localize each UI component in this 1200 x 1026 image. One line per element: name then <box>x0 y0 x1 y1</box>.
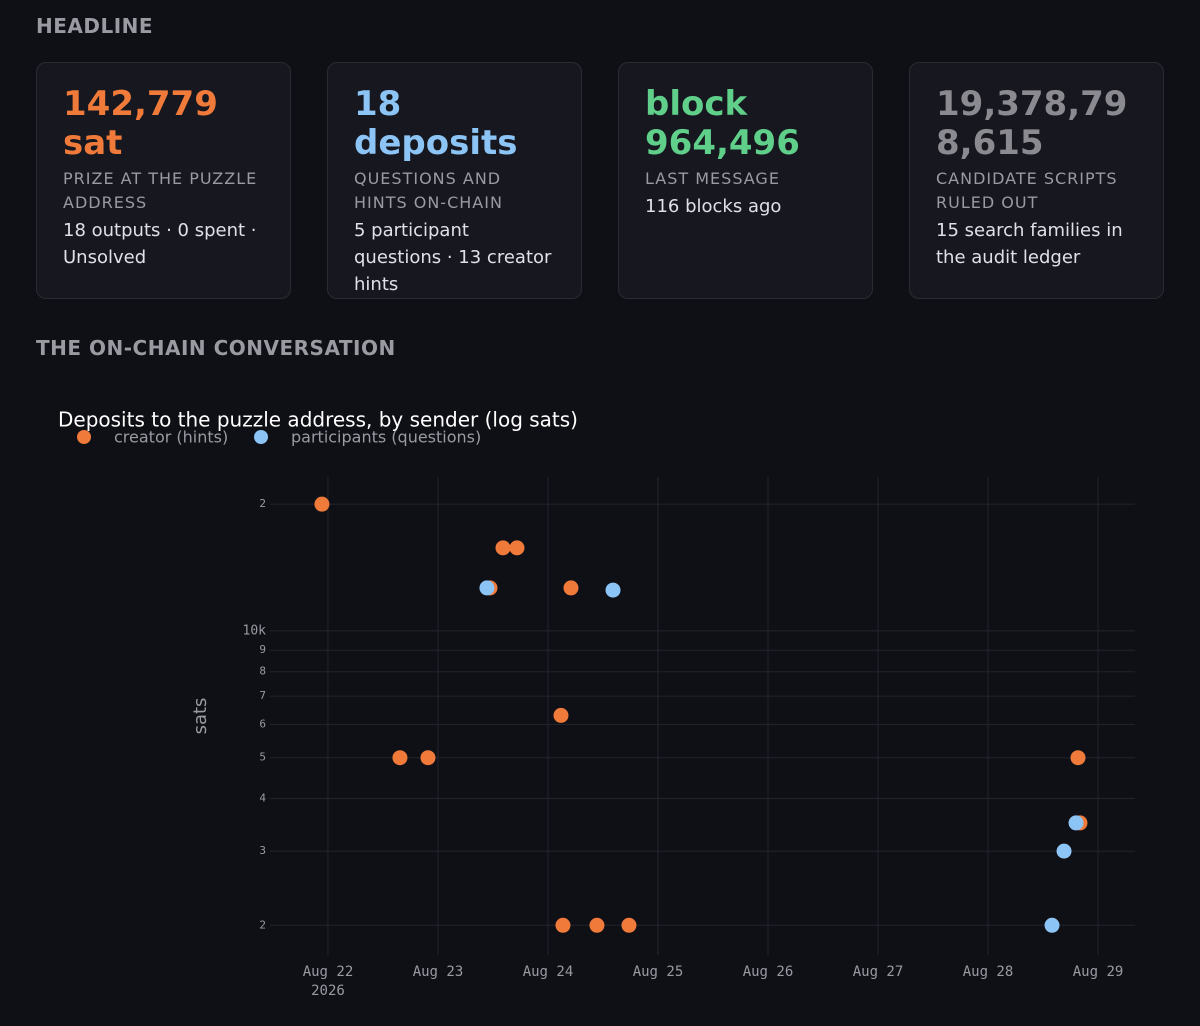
chart-title: Deposits to the puzzle address, by sende… <box>58 408 578 432</box>
y-tick-label: 10k <box>243 623 267 638</box>
y-tick-label: 6 <box>259 717 266 730</box>
data-point <box>1068 815 1084 831</box>
x-tick-label: Aug 28 <box>963 964 1014 980</box>
chart: Deposits to the puzzle address, by sende… <box>58 408 1135 999</box>
section-heading: HEADLINE <box>36 14 154 38</box>
stat-detail: 116 blocks ago <box>645 196 782 217</box>
legend-marker <box>77 430 91 444</box>
stat-value: block 964,496 <box>645 84 800 163</box>
stat-detail: 15 search families in the audit ledger <box>936 220 1123 268</box>
legend-label: creator (hints) <box>114 428 228 447</box>
section-heading: THE ON-CHAIN CONVERSATION <box>36 336 396 360</box>
data-point <box>314 496 330 512</box>
x-tick-label: Aug 26 <box>743 964 794 980</box>
stat-card: block 964,496 LAST MESSAGE 116 blocks ago <box>618 62 873 299</box>
stat-detail: 18 outputs · 0 spent · Unsolved <box>63 220 257 268</box>
stat-label: CANDIDATE SCRIPTS RULED OUT <box>936 169 1118 212</box>
data-point <box>605 582 621 598</box>
stat-value: 18 deposits <box>354 84 518 163</box>
y-tick-label: 2 <box>259 918 266 931</box>
data-point <box>1056 843 1072 859</box>
stat-value: 19,378,798,615 <box>936 84 1128 163</box>
stat-label: LAST MESSAGE <box>645 169 780 188</box>
legend-label: participants (questions) <box>291 428 481 447</box>
x-tick-label: Aug 25 <box>633 964 684 980</box>
data-point <box>621 917 637 933</box>
y-tick-label: 5 <box>259 751 266 764</box>
stat-card: 19,378,798,615 CANDIDATE SCRIPTS RULED OU… <box>909 62 1164 299</box>
stat-label: PRIZE AT THE PUZZLE ADDRESS <box>63 169 258 212</box>
y-tick-label: 2 <box>259 497 266 510</box>
data-point <box>555 917 571 933</box>
y-tick-label: 8 <box>259 665 266 678</box>
y-tick-label: 7 <box>259 689 266 702</box>
x-tick-label: Aug 27 <box>853 964 904 980</box>
y-axis-label: sats <box>190 698 211 735</box>
x-tick-label: Aug 23 <box>413 964 464 980</box>
data-point <box>392 750 408 766</box>
data-point <box>1070 750 1086 766</box>
y-tick-label: 3 <box>259 844 266 857</box>
data-point <box>495 540 511 556</box>
stat-detail: 5 participant questions · 13 creator hin… <box>354 220 552 295</box>
x-tick-label: Aug 24 <box>523 964 574 980</box>
data-point <box>509 540 525 556</box>
data-point <box>563 580 579 596</box>
y-tick-label: 4 <box>259 792 266 805</box>
stat-value: 142,779 sat <box>63 84 218 163</box>
stat-card: 18 deposits QUESTIONS AND HINTS ON-CHAIN 5… <box>327 62 582 299</box>
x-year-label: 2026 <box>311 983 345 999</box>
x-tick-label: Aug 22 <box>303 964 354 980</box>
data-point <box>1044 917 1060 933</box>
data-point <box>589 917 605 933</box>
legend-marker <box>254 430 268 444</box>
stat-card: 142,779 sat PRIZE AT THE PUZZLE ADDRESS 18… <box>36 62 291 299</box>
stat-label: QUESTIONS AND HINTS ON-CHAIN <box>354 169 503 212</box>
data-point <box>553 707 569 723</box>
y-tick-label: 9 <box>259 643 266 656</box>
data-point <box>479 580 495 596</box>
data-point <box>420 750 436 766</box>
x-tick-label: Aug 29 <box>1073 964 1124 980</box>
